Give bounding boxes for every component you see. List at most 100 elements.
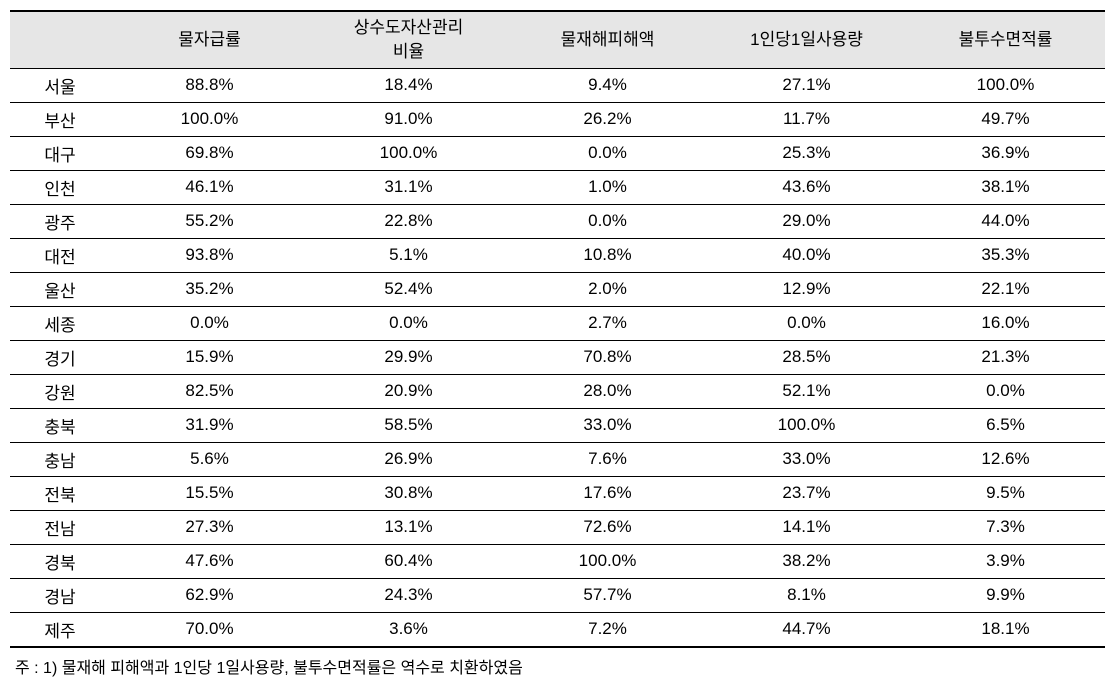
value-cell: 13.1% bbox=[309, 510, 508, 544]
value-cell: 38.1% bbox=[906, 170, 1105, 204]
value-cell: 7.6% bbox=[508, 442, 707, 476]
value-cell: 44.7% bbox=[707, 612, 906, 647]
footnote: 주 : 1) 물재해 피해액과 1인당 1일사용량, 불투수면적률은 역수로 치… bbox=[10, 654, 1105, 678]
value-cell: 35.2% bbox=[110, 272, 309, 306]
region-cell: 제주 bbox=[10, 612, 110, 647]
table-row: 전북15.5%30.8%17.6%23.7%9.5% bbox=[10, 476, 1105, 510]
table-row: 경남62.9%24.3%57.7%8.1%9.9% bbox=[10, 578, 1105, 612]
region-cell: 경기 bbox=[10, 340, 110, 374]
value-cell: 25.3% bbox=[707, 136, 906, 170]
value-cell: 91.0% bbox=[309, 102, 508, 136]
value-cell: 30.8% bbox=[309, 476, 508, 510]
value-cell: 69.8% bbox=[110, 136, 309, 170]
table-row: 서울88.8%18.4%9.4%27.1%100.0% bbox=[10, 68, 1105, 102]
header-col-3: 물재해피해액 bbox=[508, 11, 707, 68]
value-cell: 46.1% bbox=[110, 170, 309, 204]
region-cell: 강원 bbox=[10, 374, 110, 408]
value-cell: 70.0% bbox=[110, 612, 309, 647]
value-cell: 0.0% bbox=[309, 306, 508, 340]
value-cell: 20.9% bbox=[309, 374, 508, 408]
table-row: 제주70.0%3.6%7.2%44.7%18.1% bbox=[10, 612, 1105, 647]
value-cell: 0.0% bbox=[707, 306, 906, 340]
table-row: 경기15.9%29.9%70.8%28.5%21.3% bbox=[10, 340, 1105, 374]
value-cell: 100.0% bbox=[707, 408, 906, 442]
region-cell: 대구 bbox=[10, 136, 110, 170]
value-cell: 0.0% bbox=[508, 204, 707, 238]
data-table: 물자급률 상수도자산관리비율 물재해피해액 1인당1일사용량 불투수면적률 서울… bbox=[10, 10, 1105, 648]
header-col-4: 1인당1일사용량 bbox=[707, 11, 906, 68]
value-cell: 9.5% bbox=[906, 476, 1105, 510]
value-cell: 18.4% bbox=[309, 68, 508, 102]
value-cell: 58.5% bbox=[309, 408, 508, 442]
table-row: 인천46.1%31.1%1.0%43.6%38.1% bbox=[10, 170, 1105, 204]
value-cell: 35.3% bbox=[906, 238, 1105, 272]
value-cell: 28.0% bbox=[508, 374, 707, 408]
value-cell: 17.6% bbox=[508, 476, 707, 510]
value-cell: 29.9% bbox=[309, 340, 508, 374]
value-cell: 1.0% bbox=[508, 170, 707, 204]
value-cell: 3.9% bbox=[906, 544, 1105, 578]
region-cell: 부산 bbox=[10, 102, 110, 136]
region-cell: 전남 bbox=[10, 510, 110, 544]
region-cell: 대전 bbox=[10, 238, 110, 272]
value-cell: 5.1% bbox=[309, 238, 508, 272]
region-cell: 서울 bbox=[10, 68, 110, 102]
header-region bbox=[10, 11, 110, 68]
table-row: 충북31.9%58.5%33.0%100.0%6.5% bbox=[10, 408, 1105, 442]
header-row: 물자급률 상수도자산관리비율 물재해피해액 1인당1일사용량 불투수면적률 bbox=[10, 11, 1105, 68]
value-cell: 31.1% bbox=[309, 170, 508, 204]
value-cell: 26.9% bbox=[309, 442, 508, 476]
value-cell: 29.0% bbox=[707, 204, 906, 238]
value-cell: 7.3% bbox=[906, 510, 1105, 544]
value-cell: 0.0% bbox=[906, 374, 1105, 408]
value-cell: 36.9% bbox=[906, 136, 1105, 170]
value-cell: 23.7% bbox=[707, 476, 906, 510]
value-cell: 44.0% bbox=[906, 204, 1105, 238]
value-cell: 62.9% bbox=[110, 578, 309, 612]
value-cell: 31.9% bbox=[110, 408, 309, 442]
value-cell: 27.3% bbox=[110, 510, 309, 544]
table-row: 부산100.0%91.0%26.2%11.7%49.7% bbox=[10, 102, 1105, 136]
value-cell: 9.9% bbox=[906, 578, 1105, 612]
value-cell: 8.1% bbox=[707, 578, 906, 612]
value-cell: 2.7% bbox=[508, 306, 707, 340]
value-cell: 52.1% bbox=[707, 374, 906, 408]
value-cell: 9.4% bbox=[508, 68, 707, 102]
value-cell: 26.2% bbox=[508, 102, 707, 136]
table-row: 세종0.0%0.0%2.7%0.0%16.0% bbox=[10, 306, 1105, 340]
value-cell: 70.8% bbox=[508, 340, 707, 374]
table-header: 물자급률 상수도자산관리비율 물재해피해액 1인당1일사용량 불투수면적률 bbox=[10, 11, 1105, 68]
value-cell: 47.6% bbox=[110, 544, 309, 578]
value-cell: 100.0% bbox=[110, 102, 309, 136]
region-cell: 울산 bbox=[10, 272, 110, 306]
value-cell: 5.6% bbox=[110, 442, 309, 476]
region-cell: 인천 bbox=[10, 170, 110, 204]
value-cell: 57.7% bbox=[508, 578, 707, 612]
value-cell: 0.0% bbox=[508, 136, 707, 170]
table-row: 강원82.5%20.9%28.0%52.1%0.0% bbox=[10, 374, 1105, 408]
value-cell: 15.5% bbox=[110, 476, 309, 510]
value-cell: 72.6% bbox=[508, 510, 707, 544]
value-cell: 6.5% bbox=[906, 408, 1105, 442]
value-cell: 100.0% bbox=[309, 136, 508, 170]
header-col-5: 불투수면적률 bbox=[906, 11, 1105, 68]
value-cell: 12.9% bbox=[707, 272, 906, 306]
value-cell: 60.4% bbox=[309, 544, 508, 578]
value-cell: 22.8% bbox=[309, 204, 508, 238]
value-cell: 15.9% bbox=[110, 340, 309, 374]
value-cell: 14.1% bbox=[707, 510, 906, 544]
value-cell: 28.5% bbox=[707, 340, 906, 374]
table-row: 광주55.2%22.8%0.0%29.0%44.0% bbox=[10, 204, 1105, 238]
value-cell: 11.7% bbox=[707, 102, 906, 136]
value-cell: 33.0% bbox=[508, 408, 707, 442]
value-cell: 100.0% bbox=[508, 544, 707, 578]
value-cell: 27.1% bbox=[707, 68, 906, 102]
region-cell: 충남 bbox=[10, 442, 110, 476]
table-row: 경북47.6%60.4%100.0%38.2%3.9% bbox=[10, 544, 1105, 578]
value-cell: 55.2% bbox=[110, 204, 309, 238]
region-cell: 충북 bbox=[10, 408, 110, 442]
region-cell: 광주 bbox=[10, 204, 110, 238]
value-cell: 24.3% bbox=[309, 578, 508, 612]
value-cell: 7.2% bbox=[508, 612, 707, 647]
value-cell: 49.7% bbox=[906, 102, 1105, 136]
